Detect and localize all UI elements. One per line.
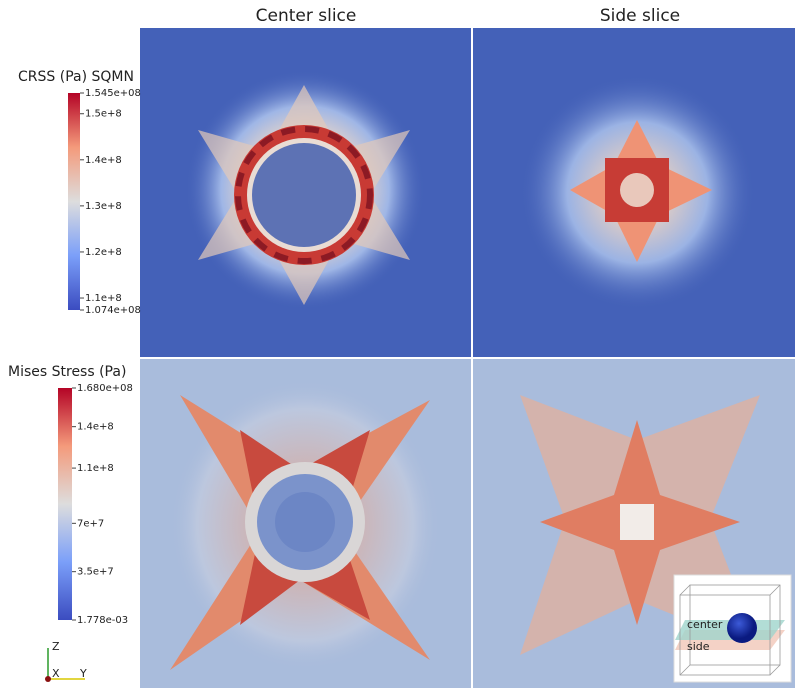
colorbar-tick-label: 1.2e+8	[85, 247, 122, 258]
panel-side-crss	[473, 28, 795, 357]
colorbar-tick-label: 1.778e-03	[77, 615, 128, 626]
colorbar-title: CRSS (Pa) SQMN	[18, 69, 134, 85]
column-title: Center slice	[256, 6, 357, 26]
axis-label: Z	[52, 640, 60, 653]
inset-label: center	[687, 618, 723, 631]
colorbar-tick-label: 1.1e+8	[77, 463, 114, 474]
colorbar-tick-label: 1.680e+08	[77, 383, 133, 394]
axis-label: X	[52, 667, 60, 680]
panel-center-mises	[140, 359, 471, 688]
panel-center-crss	[140, 28, 471, 357]
colorbar-tick-label: 1.4e+8	[85, 155, 122, 166]
colorbar-title: Mises Stress (Pa)	[8, 364, 126, 380]
inset-geometry: center side	[674, 575, 791, 682]
axis-label: Y	[79, 667, 87, 680]
colorbar-tick-label: 1.4e+8	[77, 422, 114, 433]
column-title: Side slice	[600, 6, 680, 26]
colorbar-tick-label: 1.5e+8	[85, 109, 122, 120]
colorbar	[68, 93, 80, 310]
figure: Center slice Side slice	[0, 0, 795, 688]
inset-label: side	[687, 640, 710, 653]
colorbar-tick-label: 1.1e+8	[85, 293, 122, 304]
colorbar	[58, 388, 72, 620]
colorbar-tick-label: 1.545e+08	[85, 88, 141, 99]
colorbar-tick-label: 1.3e+8	[85, 201, 122, 212]
colorbar-tick-label: 1.074e+08	[85, 305, 141, 316]
axes-triad: Z X Y	[45, 640, 87, 682]
colorbar-tick-label: 7e+7	[77, 518, 104, 529]
colorbar-tick-label: 3.5e+7	[77, 567, 114, 578]
